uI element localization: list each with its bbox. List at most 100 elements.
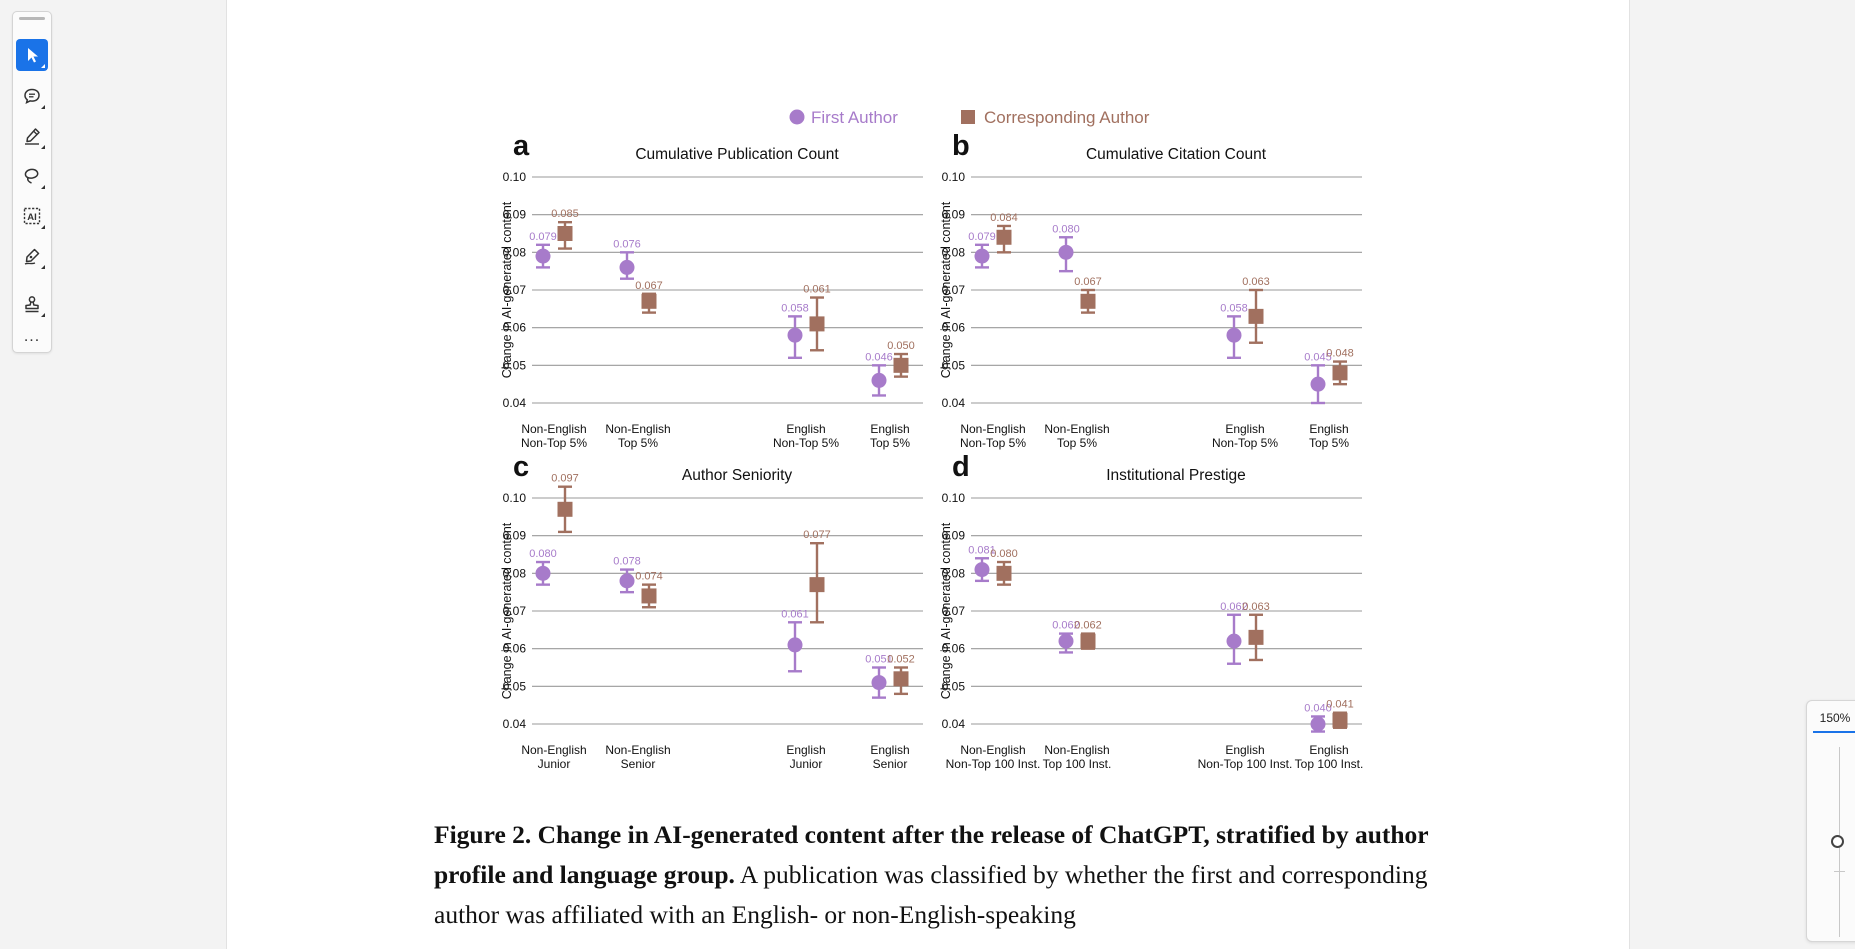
select-tool-button[interactable]: [16, 39, 48, 71]
cursor-arrow-icon: [28, 48, 38, 63]
data-point-first-author-a: [787, 327, 803, 343]
x-tick-label-c: English: [786, 743, 825, 757]
pdf-page: First Author Corresponding Author a Cumulat…: [226, 0, 1630, 949]
more-tools-button[interactable]: ...: [23, 328, 41, 345]
x-tick-label-a: Non-Top 5%: [521, 436, 587, 450]
x-tick-label-c: Junior: [790, 757, 823, 771]
comment-tool-button[interactable]: [16, 80, 48, 112]
data-point-corresponding-author-b: [1248, 308, 1264, 324]
panel-letter-d: d: [952, 451, 970, 483]
y-tick-label-c: 0.07: [503, 604, 527, 618]
data-point-corresponding-author-a: [809, 316, 825, 332]
data-label-first-author-a: 0.076: [613, 238, 641, 250]
y-tick-label-a: 0.07: [503, 283, 527, 297]
figure-caption: Figure 2. Change in AI-generated content…: [434, 815, 1444, 935]
draw-tool-button[interactable]: [16, 240, 48, 272]
data-label-first-author-d: 0.081: [968, 544, 996, 556]
y-tick-label-d: 0.08: [942, 566, 966, 580]
data-label-corresponding-author-a: 0.085: [551, 208, 579, 220]
y-tick-label-b: 0.07: [942, 283, 966, 297]
data-point-corresponding-author-d: [1332, 712, 1348, 728]
x-tick-label-d: Top 100 Inst.: [1043, 757, 1112, 771]
highlighter-icon: [25, 128, 40, 145]
zoom-slider-thumb[interactable]: [1831, 835, 1844, 848]
y-tick-label-a: 0.05: [503, 358, 527, 372]
data-point-first-author-a: [619, 259, 635, 275]
x-tick-label-b: Non-Top 5%: [1212, 436, 1278, 450]
panel-title-b: Cumulative Citation Count: [1086, 146, 1267, 163]
data-point-corresponding-author-c: [893, 671, 909, 687]
data-point-first-author-d: [1058, 633, 1074, 649]
x-tick-label-c: Non-English: [521, 743, 586, 757]
x-tick-label-c: Non-English: [605, 743, 670, 757]
highlight-tool-button[interactable]: [16, 120, 48, 152]
panel-letter-b: b: [952, 130, 970, 162]
x-tick-label-b: English: [1309, 422, 1348, 436]
x-tick-label-a: Non-English: [605, 422, 670, 436]
zoom-slider-tick: [1834, 871, 1845, 872]
panel-letter-c: c: [513, 451, 529, 483]
x-tick-label-b: Non-English: [1044, 422, 1109, 436]
x-tick-label-c: Junior: [538, 757, 571, 771]
data-point-corresponding-author-c: [809, 577, 825, 593]
data-point-corresponding-author-b: [1080, 293, 1096, 309]
toolbar-grip[interactable]: [19, 17, 45, 20]
x-tick-label-d: Non-English: [960, 743, 1025, 757]
data-label-corresponding-author-d: 0.062: [1074, 620, 1102, 632]
data-point-first-author-b: [974, 248, 990, 264]
legend-corresponding-author-label: Corresponding Author: [984, 108, 1150, 127]
data-label-first-author-a: 0.058: [781, 302, 809, 314]
data-point-first-author-a: [535, 248, 551, 264]
data-label-corresponding-author-b: 0.048: [1326, 348, 1354, 360]
x-tick-label-b: English: [1225, 422, 1264, 436]
zoom-control: 150%: [1806, 700, 1855, 942]
data-label-corresponding-author-c: 0.097: [551, 473, 579, 485]
y-tick-label-d: 0.04: [942, 717, 966, 731]
y-axis-label-a: Change in AI-generated content: [500, 201, 514, 378]
x-tick-label-a: English: [786, 422, 825, 436]
legend-first-author-marker: [789, 109, 805, 125]
stamp-icon: [25, 296, 39, 313]
y-tick-label-c: 0.05: [503, 679, 527, 693]
data-point-first-author-d: [974, 562, 990, 578]
data-label-first-author-b: 0.045: [1304, 351, 1332, 363]
data-point-first-author-a: [871, 372, 887, 388]
data-point-corresponding-author-a: [641, 293, 657, 309]
y-tick-label-c: 0.10: [503, 491, 527, 505]
x-tick-label-b: Non-Top 5%: [960, 436, 1026, 450]
data-point-corresponding-author-d: [1248, 629, 1264, 645]
svg-text:AI: AI: [27, 212, 37, 223]
data-label-corresponding-author-b: 0.063: [1242, 276, 1270, 288]
x-tick-label-c: Senior: [621, 757, 656, 771]
data-label-corresponding-author-c: 0.052: [887, 654, 915, 666]
lasso-tool-button[interactable]: [16, 160, 48, 192]
x-tick-label-d: Non-Top 100 Inst.: [1198, 757, 1293, 771]
ai-text-select-tool-button[interactable]: AI: [16, 200, 48, 232]
y-tick-label-d: 0.10: [942, 491, 966, 505]
data-label-first-author-b: 0.080: [1052, 223, 1080, 235]
panel-letter-a: a: [513, 130, 530, 162]
data-label-corresponding-author-d: 0.041: [1326, 699, 1354, 711]
zoom-level[interactable]: 150%: [1813, 711, 1855, 733]
y-axis-label-b: Change in AI-generated content: [939, 201, 953, 378]
x-tick-label-a: Top 5%: [618, 436, 658, 450]
x-tick-label-d: English: [1225, 743, 1264, 757]
y-axis-label-d: Change in AI-generated content: [939, 522, 953, 699]
data-point-corresponding-author-b: [1332, 365, 1348, 381]
data-label-first-author-b: 0.058: [1220, 302, 1248, 314]
y-tick-label-a: 0.09: [503, 208, 527, 222]
data-point-first-author-c: [619, 573, 635, 589]
comment-icon: [24, 88, 40, 105]
data-label-first-author-b: 0.079: [968, 231, 996, 243]
x-tick-label-b: Top 5%: [1057, 436, 1097, 450]
data-label-corresponding-author-a: 0.061: [803, 284, 831, 296]
data-label-corresponding-author-b: 0.084: [990, 212, 1018, 224]
x-tick-label-b: Top 5%: [1309, 436, 1349, 450]
panel-title-d: Institutional Prestige: [1106, 467, 1246, 484]
y-tick-label-b: 0.05: [942, 358, 966, 372]
x-tick-label-b: Non-English: [960, 422, 1025, 436]
data-label-first-author-c: 0.078: [613, 556, 641, 568]
legend-first-author-label: First Author: [811, 108, 898, 127]
stamp-tool-button[interactable]: [16, 288, 48, 320]
x-tick-label-d: Non-English: [1044, 743, 1109, 757]
